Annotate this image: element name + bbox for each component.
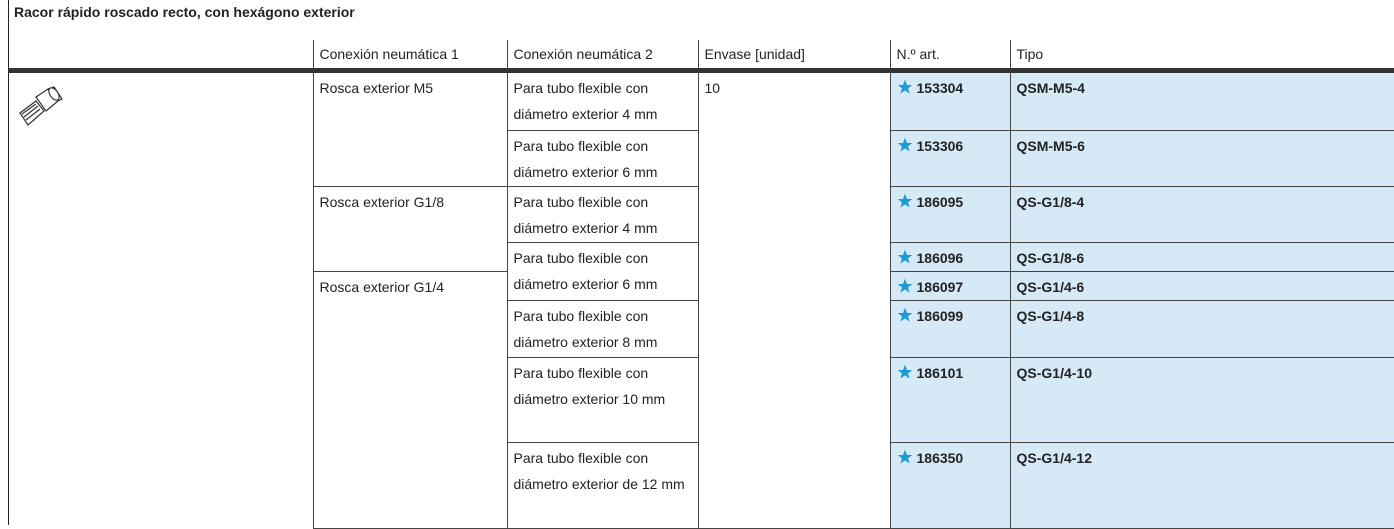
- article-cell: 186096: [889, 242, 1011, 272]
- article-cell: 186097: [889, 271, 1011, 301]
- cell: Para tubo flexible con diámetro exterior…: [506, 442, 699, 529]
- cell: Para tubo flexible con diámetro exterior…: [506, 300, 699, 358]
- table-title: Racor rápido roscado recto, con hexágono…: [14, 4, 355, 20]
- cell: Para tubo flexible con diámetro exterior…: [506, 242, 699, 301]
- article-cell: 153306: [889, 130, 1011, 187]
- product-icon: [19, 86, 63, 126]
- cell: Rosca exterior M5: [312, 70, 508, 187]
- product-table: Conexión neumática 1 Conexión neumática …: [8, 40, 1394, 529]
- type-cell: QS-G1/4-10: [1009, 357, 1394, 443]
- article-number: 186350: [916, 450, 964, 466]
- article-number: 186095: [916, 194, 964, 210]
- type-cell: QS-G1/4-12: [1009, 442, 1394, 529]
- image-cell: [8, 70, 314, 529]
- article-number: 186096: [916, 250, 964, 266]
- cell: Para tubo flexible con diámetro exterior…: [506, 70, 699, 131]
- article-cell: 186350: [889, 442, 1011, 529]
- cell: Para tubo flexible con diámetro exterior…: [506, 357, 699, 443]
- star-icon: [897, 449, 912, 464]
- type-cell: QS-G1/8-6: [1009, 242, 1394, 272]
- header-cell: Tipo: [1009, 40, 1394, 73]
- star-icon: [897, 193, 912, 208]
- article-number: 153306: [916, 138, 964, 154]
- header-cell: Envase [unidad]: [697, 40, 890, 73]
- cell: 10: [697, 70, 891, 529]
- star-icon: [897, 307, 912, 322]
- cell: Para tubo flexible con diámetro exterior…: [506, 130, 699, 187]
- article-cell: 186101: [889, 357, 1011, 443]
- star-icon: [897, 79, 912, 94]
- star-icon: [897, 249, 912, 264]
- article-number: 186099: [916, 308, 964, 324]
- cell: Para tubo flexible con diámetro exterior…: [506, 186, 699, 243]
- type-cell: QS-G1/8-4: [1009, 186, 1394, 243]
- header-cell: Conexión neumática 2: [506, 40, 698, 73]
- star-icon: [897, 278, 912, 293]
- cell: Rosca exterior G1/4: [312, 271, 508, 529]
- article-cell: 186095: [889, 186, 1011, 243]
- header-cell: Conexión neumática 1: [312, 40, 507, 73]
- star-icon: [897, 137, 912, 152]
- type-cell: QSM-M5-4: [1009, 70, 1394, 131]
- article-cell: 153304: [889, 70, 1011, 131]
- type-cell: QS-G1/4-6: [1009, 271, 1394, 301]
- cell: Rosca exterior G1/8: [312, 186, 508, 272]
- article-number: 186101: [916, 365, 964, 381]
- header-cell: [8, 40, 313, 73]
- type-cell: QSM-M5-6: [1009, 130, 1394, 187]
- type-cell: QS-G1/4-8: [1009, 300, 1394, 358]
- article-number: 153304: [916, 80, 964, 96]
- header-cell: N.º art.: [889, 40, 1010, 73]
- header-row: Conexión neumática 1 Conexión neumática …: [8, 40, 1394, 73]
- star-icon: [897, 364, 912, 379]
- article-cell: 186099: [889, 300, 1011, 358]
- article-number: 186097: [916, 279, 964, 295]
